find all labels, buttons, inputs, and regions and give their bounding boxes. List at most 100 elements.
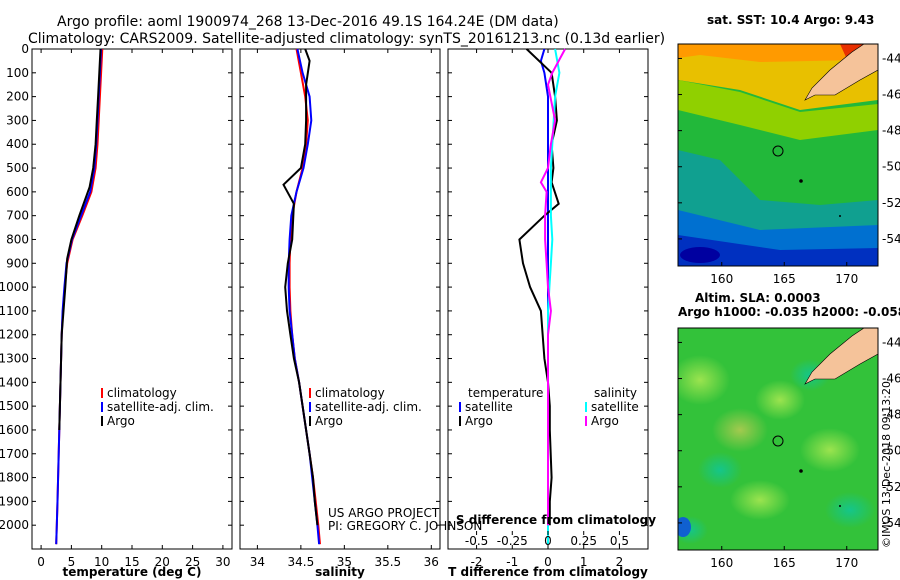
map-y-tick-label: -48 [882, 408, 900, 422]
sla-map-subtitle: Argo h1000: -0.035 h2000: -0.058 [678, 305, 900, 319]
map-y-tick-label: -54 [882, 516, 900, 530]
figure-title-line1: Argo profile: aoml 1900974_268 13-Dec-20… [57, 14, 559, 30]
s-tick-label: 0.25 [570, 534, 597, 548]
imos-watermark: ©IMOS 13-Dec-2018 09:13:20 [880, 381, 893, 548]
y-tick-label: 100 [6, 66, 29, 80]
y-tick-label: 300 [6, 113, 29, 127]
map-x-tick-label: 170 [835, 556, 858, 570]
sst-heatmap [678, 44, 878, 266]
legend-label: climatology [315, 386, 385, 400]
y-tick-label: 1400 [0, 375, 29, 389]
x-axis-label: temperature (deg C) [63, 565, 202, 579]
sst-map-axes: 160 165 170 -44 -46 -48 -50 -52 -54 [678, 51, 900, 286]
x-axis-label: salinity [315, 565, 365, 579]
legend-label: satellite-adj. clim. [107, 400, 214, 414]
salinity-profile-panel: 34 34.5 35 35.5 36 salinity climatologysatelli… [239, 48, 441, 579]
map-y-tick-label: -44 [882, 335, 900, 349]
x-tick-label: -1 [506, 555, 518, 569]
x-axis-label-salinity-diff: S difference from climatology [456, 513, 656, 527]
s-tick-label: 0.5 [610, 534, 629, 548]
sla-map-axes: 160 165 170 -44 -46 -48 -50 -52 -54 [678, 335, 900, 570]
y-tick-label: 1200 [0, 328, 29, 342]
x-tick-label: 5 [68, 555, 76, 569]
legend-label: climatology [107, 386, 177, 400]
y-tick-label: 2000 [0, 518, 29, 532]
y-tick-label: 600 [6, 185, 29, 199]
map-y-tick-label: -46 [882, 88, 900, 102]
x-tick-label: 34 [250, 555, 265, 569]
y-tick-label: 500 [6, 161, 29, 175]
x-tick-label: 35.5 [374, 555, 401, 569]
temperature-profile-panel: 0100200300400500600700800900100011001200… [0, 42, 233, 579]
series-line-t-argo [518, 48, 560, 526]
map-x-tick-label: 165 [773, 272, 796, 286]
map-x-tick-label: 160 [710, 272, 733, 286]
figure-title-line2: Climatology: CARS2009. Satellite-adjuste… [28, 31, 665, 47]
y-tick-label: 400 [6, 137, 29, 151]
legend-label: satellite [465, 400, 513, 414]
x-tick-label: 10 [94, 555, 109, 569]
y-tick-label: 1500 [0, 399, 29, 413]
map-y-tick-label: -44 [882, 51, 900, 65]
map-y-tick-label: -52 [882, 480, 900, 494]
map-x-tick-label: 170 [835, 272, 858, 286]
legend-label: Argo [107, 414, 135, 428]
x-tick-label: -2 [471, 555, 483, 569]
x-tick-label: 36 [424, 555, 439, 569]
legend-label: satellite-adj. clim. [315, 400, 422, 414]
x-tick-label: 34.5 [288, 555, 315, 569]
y-tick-label: 1000 [0, 280, 29, 294]
sla-map-title: Altim. SLA: 0.0003 [695, 291, 821, 305]
series-line-argo [282, 48, 319, 526]
y-tick-label: 1600 [0, 423, 29, 437]
sst-map-title: sat. SST: 10.4 Argo: 9.43 [707, 13, 874, 27]
s-tick-label: -0.5 [465, 534, 488, 548]
difference-profile-panel: -2 -1 0 1 2T difference from climatology temp… [447, 48, 656, 579]
plot-frame [239, 48, 441, 550]
credit-project: US ARGO PROJECT [328, 506, 440, 520]
series-line-s-argo [539, 48, 566, 526]
legend-title-temperature: temperature [468, 386, 543, 400]
credit-pi: PI: GREGORY C. JOHNSON [328, 519, 482, 533]
y-tick-label: 700 [6, 209, 29, 223]
x-tick-label: 0 [544, 555, 552, 569]
x-tick-label: 2 [616, 555, 624, 569]
y-tick-label: 1700 [0, 447, 29, 461]
x-tick-label: 0 [37, 555, 45, 569]
legend-label: Argo [591, 414, 619, 428]
x-tick-label: 1 [580, 555, 588, 569]
x-tick-label: 35 [337, 555, 352, 569]
map-y-tick-label: -54 [882, 232, 900, 246]
series-line-argo [58, 48, 102, 431]
x-tick-label: 15 [124, 555, 139, 569]
map-y-tick-label: -52 [882, 196, 900, 210]
plot-frame [31, 48, 233, 550]
map-x-tick-label: 165 [773, 556, 796, 570]
s-tick-label: -0.25 [497, 534, 528, 548]
legend-label: Argo [315, 414, 343, 428]
sla-map-panel: Altim. SLA: 0.0003 Argo h1000: -0.035 h2… [677, 291, 900, 570]
x-tick-label: 20 [155, 555, 170, 569]
x-tick-label: 25 [185, 555, 200, 569]
y-tick-label: 1900 [0, 494, 29, 508]
map-x-tick-label: 160 [710, 556, 733, 570]
y-tick-label: 800 [6, 232, 29, 246]
map-y-tick-label: -50 [882, 444, 900, 458]
legend-title-salinity: salinity [594, 386, 637, 400]
s-tick-label: 0 [544, 534, 552, 548]
x-axis-label: T difference from climatology [448, 565, 648, 579]
sla-heatmap [678, 328, 878, 550]
y-tick-label: 900 [6, 256, 29, 270]
y-tick-label: 0 [21, 42, 29, 56]
y-tick-label: 1800 [0, 471, 29, 485]
x-tick-label: 30 [215, 555, 230, 569]
map-y-tick-label: -46 [882, 372, 900, 386]
legend-label: satellite [591, 400, 639, 414]
legend-label: Argo [465, 414, 493, 428]
map-y-tick-label: -50 [882, 160, 900, 174]
y-tick-label: 1300 [0, 352, 29, 366]
map-y-tick-label: -48 [882, 124, 900, 138]
y-tick-label: 200 [6, 90, 29, 104]
y-tick-label: 1100 [0, 304, 29, 318]
